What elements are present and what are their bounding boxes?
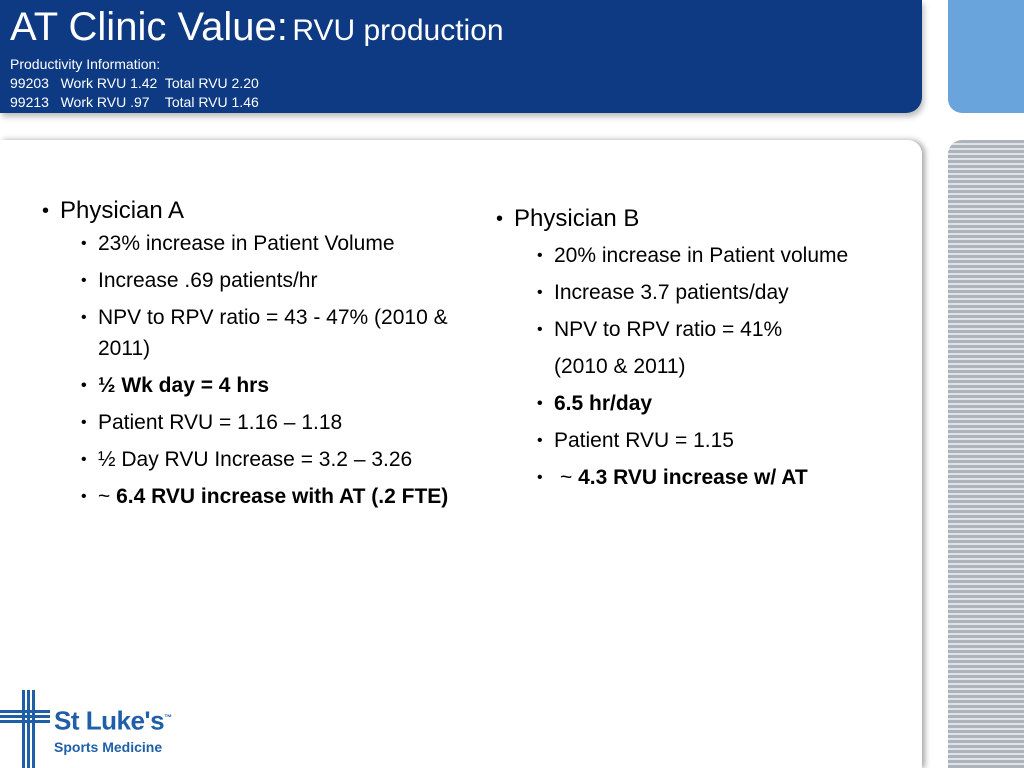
list-item-continuation: (2010 & 2011): [554, 355, 686, 378]
logo-name: St Luke's: [54, 705, 165, 736]
list-item: ½ Day RVU Increase = 3.2 – 3.26: [78, 444, 480, 475]
st-lukes-cross-icon: [0, 690, 50, 768]
list-item: 23% increase in Patient Volume: [78, 228, 480, 259]
rvu-increase-text: 6.4 RVU increase with AT (.2 FTE): [116, 485, 449, 508]
list-item: 6.5 hr/day: [534, 388, 884, 419]
tilde-mark: ~: [560, 466, 573, 489]
list-item: NPV to RPV ratio = 41%: [534, 314, 884, 345]
tilde-mark: ~: [98, 485, 111, 508]
physician-a-list: 23% increase in Patient Volume Increase …: [78, 228, 480, 512]
list-item: Patient RVU = 1.16 – 1.18: [78, 407, 480, 438]
st-lukes-logo: St Luke's™ Sports Medicine: [54, 705, 172, 756]
info-line-heading: Productivity Information:: [10, 56, 161, 72]
logo-subtitle: Sports Medicine: [54, 738, 163, 755]
list-item: ~ 6.4 RVU increase with AT (.2 FTE): [78, 481, 480, 512]
slide-title: AT Clinic Value: RVU production: [10, 2, 504, 61]
physician-a-column: Physician A 23% increase in Patient Volu…: [40, 196, 480, 512]
list-item: ~ 4.3 RVU increase w/ AT: [534, 462, 884, 493]
info-line-99213: 99213 Work RVU .97 Total RVU 1.46: [10, 94, 259, 110]
title-main: AT Clinic Value:: [10, 5, 288, 49]
physician-a-heading: Physician A: [40, 196, 480, 226]
side-accent-top: [948, 0, 1024, 113]
physician-b-heading: Physician B: [494, 204, 884, 234]
side-accent-striped: [948, 140, 1024, 768]
rvu-increase-text: 4.3 RVU increase w/ AT: [578, 466, 808, 489]
list-item: NPV to RPV ratio = 43 - 47% (2010 & 2011…: [78, 302, 480, 364]
list-item: Patient RVU = 1.15: [534, 425, 884, 456]
physician-b-column: Physician B 20% increase in Patient volu…: [494, 204, 884, 493]
list-item: Increase 3.7 patients/day: [534, 277, 884, 308]
list-item: Increase .69 patients/hr: [78, 265, 480, 296]
title-sub: RVU production: [292, 14, 504, 47]
info-line-99203: 99203 Work RVU 1.42 Total RVU 2.20: [10, 75, 259, 91]
list-item: ½ Wk day = 4 hrs: [78, 370, 480, 401]
header-banner: AT Clinic Value: RVU production Producti…: [0, 0, 922, 113]
physician-b-list: 20% increase in Patient volume Increase …: [534, 240, 884, 493]
logo-tm: ™: [164, 713, 172, 722]
productivity-info: Productivity Information: 99203 Work RVU…: [10, 55, 259, 112]
list-item: 20% increase in Patient volume: [534, 240, 884, 271]
